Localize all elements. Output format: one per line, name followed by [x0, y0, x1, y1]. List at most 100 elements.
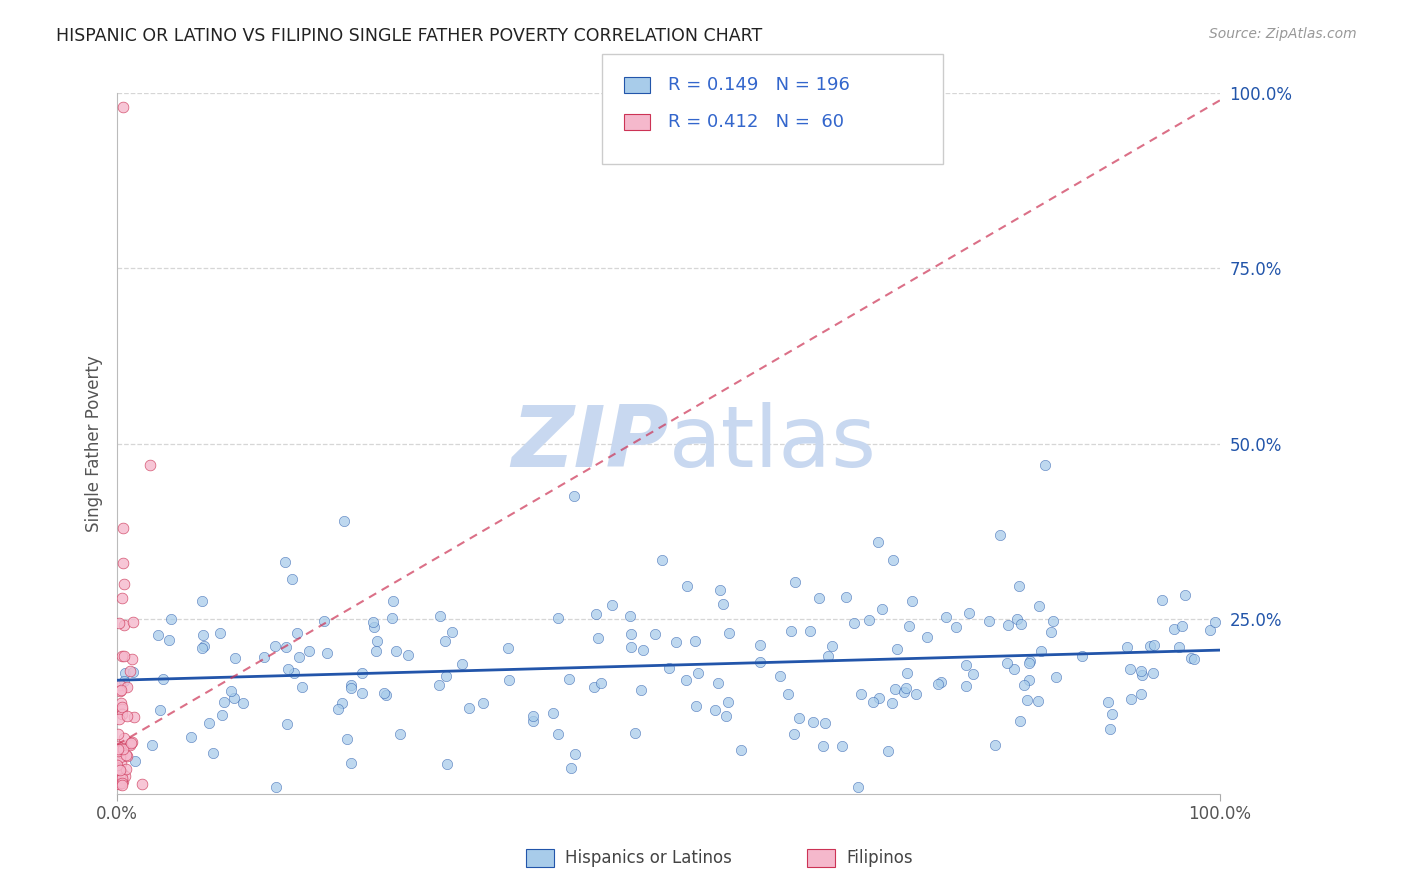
- Point: [429, 678, 451, 692]
- Point: [1129, 665, 1152, 679]
- Point: [107, 615, 129, 630]
- Point: [110, 768, 132, 782]
- Point: [620, 627, 643, 641]
- Point: [1042, 614, 1064, 628]
- Point: [350, 685, 373, 699]
- Point: [117, 680, 139, 694]
- Point: [112, 649, 135, 664]
- Point: [193, 640, 215, 654]
- Point: [675, 579, 697, 593]
- Point: [644, 626, 666, 640]
- Point: [1115, 640, 1137, 654]
- Point: [1163, 622, 1185, 636]
- Point: [152, 672, 174, 686]
- Point: [522, 709, 544, 723]
- Point: [315, 646, 337, 660]
- Point: [112, 618, 135, 632]
- Point: [665, 635, 688, 649]
- Point: [498, 673, 520, 688]
- Point: [1045, 670, 1067, 684]
- Point: [131, 777, 153, 791]
- Point: [111, 773, 134, 788]
- Point: [935, 610, 957, 624]
- Point: [927, 677, 949, 691]
- Point: [121, 735, 143, 749]
- Point: [658, 661, 681, 675]
- Point: [706, 675, 728, 690]
- Point: [111, 766, 134, 780]
- Point: [180, 731, 202, 745]
- Point: [264, 780, 287, 794]
- Point: [945, 620, 967, 634]
- Point: [374, 688, 396, 702]
- Point: [1070, 648, 1092, 663]
- Point: [562, 489, 585, 503]
- Point: [842, 615, 865, 630]
- Point: [108, 678, 131, 692]
- Point: [312, 614, 335, 628]
- Point: [384, 644, 406, 658]
- Point: [441, 624, 464, 639]
- Point: [148, 703, 170, 717]
- Point: [651, 553, 673, 567]
- Point: [283, 665, 305, 680]
- Point: [107, 763, 129, 777]
- Point: [111, 771, 134, 785]
- Point: [591, 676, 613, 690]
- Point: [276, 716, 298, 731]
- Point: [111, 746, 134, 760]
- Point: [107, 763, 129, 777]
- Point: [988, 528, 1011, 542]
- Point: [273, 555, 295, 569]
- Point: [1204, 615, 1226, 629]
- Point: [111, 648, 134, 663]
- Point: [1139, 639, 1161, 653]
- Point: [112, 731, 135, 745]
- Point: [146, 628, 169, 642]
- Point: [547, 610, 569, 624]
- Point: [1168, 640, 1191, 655]
- Point: [730, 743, 752, 757]
- Point: [585, 607, 607, 621]
- Point: [471, 696, 494, 710]
- Point: [111, 100, 134, 114]
- Point: [139, 458, 162, 472]
- Point: [1028, 599, 1050, 614]
- Point: [631, 642, 654, 657]
- Point: [894, 681, 917, 695]
- Point: [350, 665, 373, 680]
- Point: [1018, 656, 1040, 670]
- Point: [558, 672, 581, 686]
- Text: Hispanics or Latinos: Hispanics or Latinos: [565, 849, 733, 867]
- Point: [866, 535, 889, 549]
- Point: [263, 639, 285, 653]
- Point: [498, 641, 520, 656]
- Point: [619, 608, 641, 623]
- Point: [115, 762, 138, 776]
- Point: [111, 591, 134, 605]
- Point: [749, 655, 772, 669]
- Point: [115, 709, 138, 723]
- Point: [560, 761, 582, 775]
- Point: [211, 708, 233, 723]
- Point: [108, 764, 131, 779]
- Point: [882, 696, 904, 710]
- Point: [624, 726, 647, 740]
- Point: [541, 706, 564, 720]
- Point: [675, 673, 697, 687]
- Point: [962, 667, 984, 681]
- Point: [434, 669, 457, 683]
- Point: [291, 680, 314, 694]
- Point: [381, 611, 404, 625]
- Point: [107, 761, 129, 775]
- Point: [1002, 662, 1025, 676]
- Point: [808, 591, 831, 605]
- Point: [955, 657, 977, 672]
- Point: [361, 615, 384, 629]
- Text: ZIP: ZIP: [510, 402, 668, 485]
- Point: [1174, 588, 1197, 602]
- Point: [1097, 695, 1119, 709]
- Point: [778, 687, 800, 701]
- Point: [107, 727, 129, 741]
- Point: [984, 739, 1007, 753]
